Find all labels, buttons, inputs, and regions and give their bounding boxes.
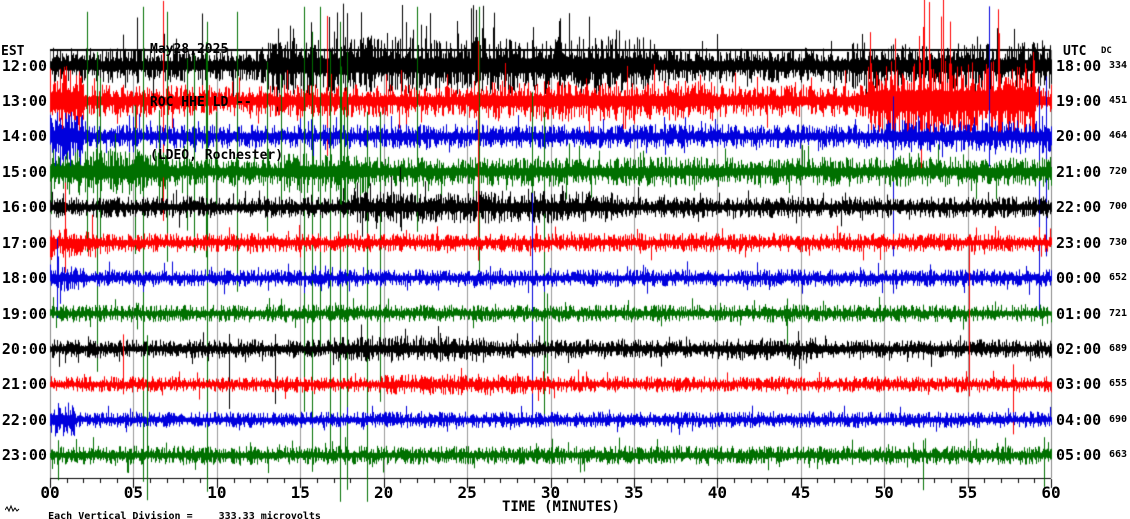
est-time-label: 17:00 — [1, 233, 47, 252]
x-axis-title: TIME (MINUTES) — [501, 499, 620, 515]
est-time-label: 22:00 — [1, 410, 47, 429]
utc-time-label: 05:00 — [1056, 446, 1102, 465]
title-date: May28,2025 — [150, 42, 229, 57]
x-tick-label: 15 — [290, 483, 310, 502]
x-tick-label: 45 — [791, 483, 811, 502]
utc-time-label: 23:00 — [1056, 233, 1102, 252]
x-tick-label: 40 — [707, 483, 727, 502]
scale-footnote: Each Vertical Division = 333.33 microvolt… — [24, 500, 321, 519]
right-axis-header-utc: UTC — [1063, 44, 1087, 59]
x-tick-label: 00 — [40, 483, 60, 502]
scale-footnote-label: Each Vertical Division = — [48, 511, 193, 519]
est-time-label: 14:00 — [1, 127, 47, 146]
x-tick-label: 30 — [540, 483, 561, 502]
dc-offset-value: 720 — [1108, 165, 1127, 177]
x-tick-label: 60 — [1041, 483, 1061, 502]
est-time-label: 15:00 — [1, 162, 47, 181]
est-time-label: 12:00 — [1, 56, 47, 75]
est-time-label: 13:00 — [1, 91, 47, 110]
est-time-label: 20:00 — [1, 339, 47, 358]
dc-offset-value: 721 — [1108, 307, 1127, 319]
dc-offset-value: 700 — [1108, 201, 1127, 213]
title-block: May28,2025 ROC HHE LD -- (LDEO, Rocheste… — [150, 4, 283, 201]
right-axis-header-dc: DC — [1101, 46, 1112, 56]
left-axis-header: EST — [1, 44, 25, 59]
dc-offset-value: 689 — [1108, 342, 1127, 354]
utc-time-label: 20:00 — [1056, 127, 1102, 146]
utc-time-label: 22:00 — [1056, 198, 1102, 217]
dc-offset-value: 451 — [1108, 94, 1127, 106]
est-time-label: 21:00 — [1, 375, 47, 394]
dc-offset-value: 690 — [1108, 413, 1127, 425]
est-time-label: 18:00 — [1, 269, 47, 288]
utc-time-label: 04:00 — [1056, 410, 1102, 429]
x-tick-label: 05 — [123, 483, 144, 502]
dc-offset-value: 663 — [1108, 449, 1127, 461]
scale-footnote-value: 333.33 microvolts — [218, 511, 321, 519]
dc-offset-value: 655 — [1108, 378, 1127, 390]
x-tick-label: 50 — [874, 483, 894, 502]
x-tick-label: 20 — [374, 483, 394, 502]
x-tick-label: 55 — [957, 483, 978, 502]
utc-time-label: 03:00 — [1056, 375, 1102, 394]
trace-sample-icon — [5, 504, 20, 513]
utc-time-label: 00:00 — [1056, 269, 1102, 288]
utc-time-label: 19:00 — [1056, 91, 1102, 110]
est-time-label: 16:00 — [1, 198, 47, 217]
dc-offset-value: 730 — [1108, 236, 1127, 248]
utc-time-label: 01:00 — [1056, 304, 1102, 323]
est-time-label: 19:00 — [1, 304, 47, 323]
est-time-label: 23:00 — [1, 446, 47, 465]
title-station: ROC HHE LD -- — [150, 95, 252, 110]
utc-time-label: 18:00 — [1056, 56, 1102, 75]
x-tick-label: 10 — [207, 483, 227, 502]
dc-offset-value: 334 — [1108, 59, 1127, 71]
title-network: (LDEO, Rochester) — [150, 148, 284, 163]
x-tick-label: 25 — [457, 483, 477, 502]
utc-time-label: 21:00 — [1056, 162, 1102, 181]
dc-offset-value: 464 — [1108, 130, 1127, 142]
dc-offset-value: 652 — [1108, 272, 1127, 284]
x-tick-label: 35 — [624, 483, 644, 502]
utc-time-label: 02:00 — [1056, 339, 1102, 358]
